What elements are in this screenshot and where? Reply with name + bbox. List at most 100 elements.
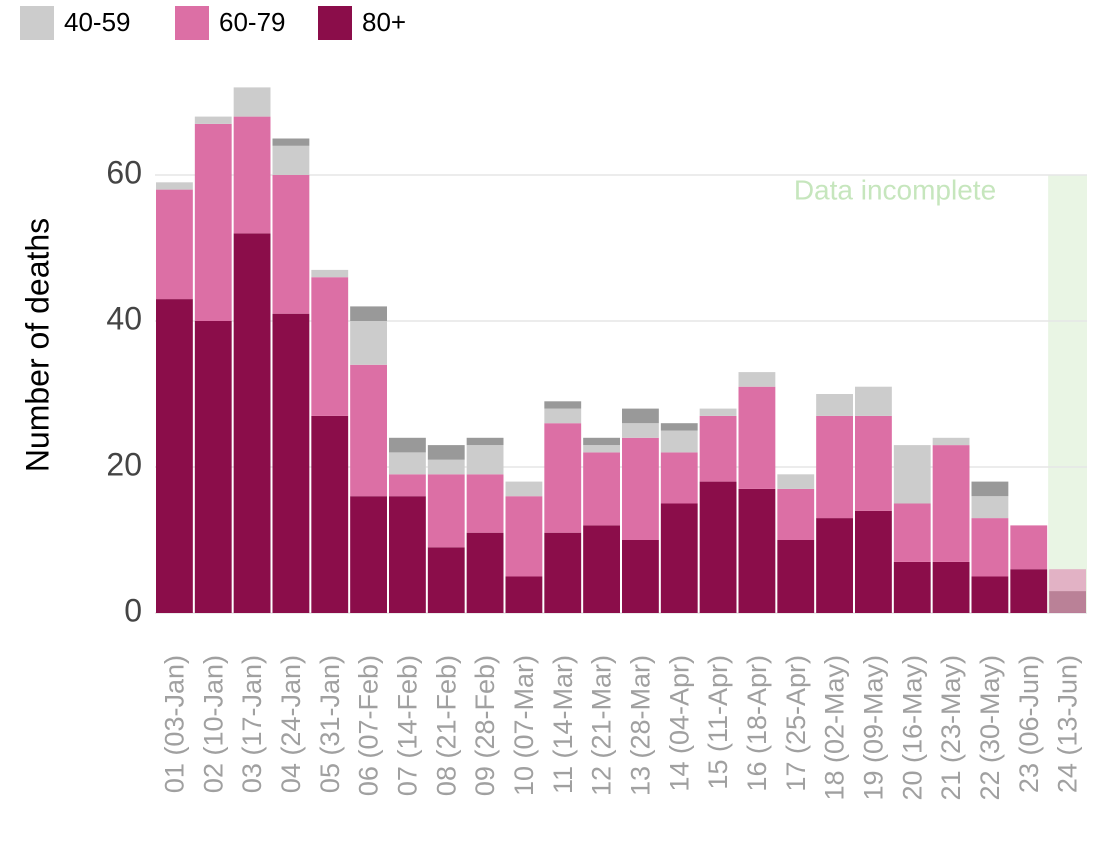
bar-segment [350, 496, 387, 613]
legend-swatch [318, 6, 352, 40]
bar-segment [932, 561, 970, 613]
bar-segment [971, 481, 1009, 497]
x-tick-label: 15 (11-Apr) [703, 655, 733, 790]
bar-segment [156, 299, 193, 613]
bar-segment [699, 481, 737, 613]
bar-segment [622, 423, 659, 438]
bar-segment [699, 415, 737, 482]
bar-segment [272, 145, 310, 175]
x-tick-label: 24 (13-Jun) [1053, 655, 1083, 793]
bar-segment [194, 123, 232, 322]
bar-segment [505, 496, 543, 577]
x-tick-label: 04 (24-Jan) [276, 655, 306, 793]
bar-segment [544, 408, 582, 424]
bar-segment [194, 116, 232, 124]
y-axis-label: Number of deaths [19, 218, 55, 472]
bar-segment [583, 445, 620, 453]
bar-segment [660, 430, 698, 453]
bar-segment [777, 540, 815, 613]
bar-segment [233, 87, 271, 117]
legend-swatch [175, 6, 209, 40]
bar-segment [738, 372, 776, 387]
bar-segment [583, 525, 620, 613]
bar-segment [583, 452, 620, 526]
bar-segment [194, 321, 232, 613]
bar-segment [660, 423, 698, 431]
x-tick-label: 05 (31-Jan) [315, 655, 345, 793]
bar-segment [777, 488, 815, 540]
bar-segment [893, 561, 931, 613]
bar-segment [272, 138, 310, 146]
bar-segment [311, 269, 349, 278]
bar-segment [738, 488, 776, 613]
bar-segment [389, 437, 426, 453]
y-tick-label: 40 [106, 300, 142, 336]
bar-segment [156, 189, 193, 300]
x-tick-label: 06 (07-Feb) [354, 655, 384, 796]
bar-segment [272, 313, 310, 613]
bar-segment [544, 401, 582, 409]
incomplete-shade [1048, 175, 1087, 613]
x-tick-label: 13 (28-Mar) [626, 655, 656, 796]
bar-segment [1049, 569, 1086, 592]
bar-segment [932, 437, 970, 446]
legend-label: 60-79 [219, 7, 286, 37]
bar-segment [932, 445, 970, 562]
bar-segment [466, 474, 504, 533]
bar-segment [855, 415, 892, 511]
bar-segment [544, 423, 582, 533]
x-tick-label: 01 (03-Jan) [160, 655, 190, 793]
bar-segment [622, 540, 659, 613]
bar-segment [505, 576, 543, 613]
bar-segment [311, 415, 349, 613]
x-tick-label: 23 (06-Jun) [1014, 655, 1044, 793]
bar-segment [427, 547, 465, 613]
bar-segment [622, 408, 659, 424]
x-tick-label: 22 (30-May) [975, 655, 1005, 801]
bar-segment [971, 518, 1009, 577]
bar-segment [893, 503, 931, 562]
legend-swatch [20, 6, 54, 40]
x-tick-label: 03 (17-Jan) [237, 655, 267, 793]
bar-segment [660, 503, 698, 613]
bar-segment [544, 532, 582, 613]
bar-segment [893, 445, 931, 504]
bar-segment [389, 474, 426, 497]
bar-segment [971, 576, 1009, 613]
x-tick-label: 19 (09-May) [859, 655, 889, 801]
bar-segment [816, 394, 853, 416]
bar-segment [1049, 591, 1086, 613]
x-tick-label: 14 (04-Apr) [664, 655, 694, 792]
bar-segment [350, 321, 387, 365]
bar-segment [427, 459, 465, 475]
legend-label: 40-59 [64, 7, 131, 37]
bar-segment [272, 175, 310, 314]
bar-segment [1010, 569, 1048, 613]
legend-label: 80+ [362, 7, 406, 37]
bar-segment [699, 408, 737, 416]
x-tick-label: 20 (16-May) [897, 655, 927, 801]
x-tick-label: 16 (18-Apr) [742, 655, 772, 792]
bar-segment [971, 496, 1009, 519]
x-tick-label: 21 (23-May) [936, 655, 966, 801]
bar-segment [466, 437, 504, 446]
bar-segment [816, 415, 853, 519]
bar-segment [816, 518, 853, 613]
bar-segment [738, 386, 776, 489]
bar-segment [466, 445, 504, 475]
x-tick-label: 18 (02-May) [820, 655, 850, 801]
bar-segment [311, 277, 349, 416]
x-tick-label: 09 (28-Feb) [470, 655, 500, 796]
bar-segment [855, 386, 892, 416]
y-tick-label: 0 [124, 592, 142, 628]
bar-segment [427, 445, 465, 460]
bar-segment [233, 116, 271, 234]
bar-segment [622, 437, 659, 540]
bar-segment [466, 532, 504, 613]
x-tick-label: 10 (07-Mar) [509, 655, 539, 796]
x-tick-label: 11 (14-Mar) [548, 655, 578, 794]
bar-segment [350, 306, 387, 321]
y-tick-label: 20 [106, 446, 142, 482]
bar-segment [660, 452, 698, 504]
